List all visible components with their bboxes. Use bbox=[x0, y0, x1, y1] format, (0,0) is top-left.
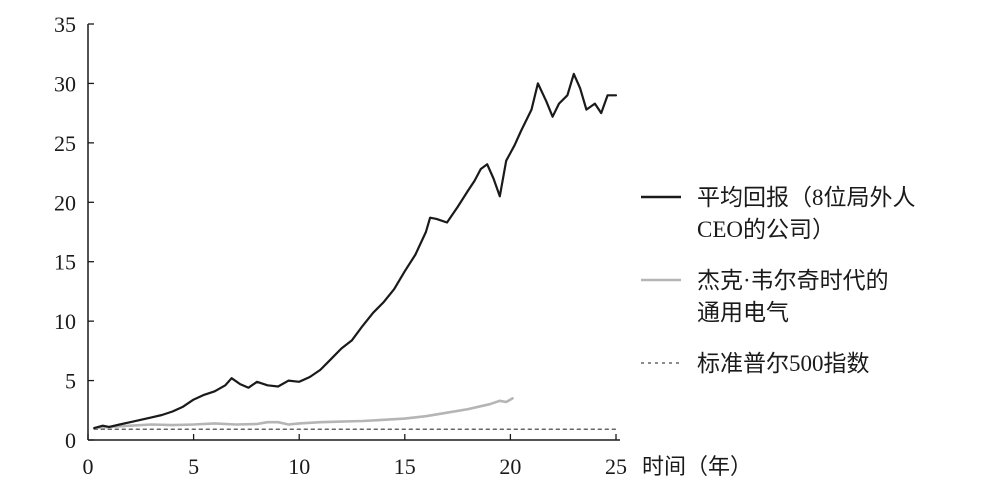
axes: 0 5 10 15 20 25 30 35 0 5 10 15 20 25 时间（年） bbox=[54, 12, 752, 479]
series-line-2 bbox=[93, 397, 514, 430]
y-tick-label: 30 bbox=[54, 71, 76, 96]
x-axis-title: 时间（年） bbox=[642, 454, 752, 479]
x-tick-label: 5 bbox=[188, 454, 199, 479]
x-tick-label: 25 bbox=[605, 454, 627, 479]
legend-label-1: 平均回报（8位局外人 bbox=[697, 185, 916, 210]
x-tick-label: 10 bbox=[288, 454, 310, 479]
y-tick-label: 5 bbox=[65, 369, 76, 394]
y-tick-label: 10 bbox=[54, 309, 76, 334]
series-line-1 bbox=[93, 72, 618, 430]
x-tick-label: 20 bbox=[499, 454, 521, 479]
y-tick-label: 15 bbox=[54, 250, 76, 275]
series-layer bbox=[93, 72, 618, 431]
legend-label-1: CEO的公司） bbox=[697, 217, 835, 242]
y-tick-label: 35 bbox=[54, 12, 76, 37]
y-tick-label: 20 bbox=[54, 190, 76, 215]
x-tick-label: 15 bbox=[394, 454, 416, 479]
y-tick-label: 0 bbox=[65, 428, 76, 453]
legend-label-2: 杰克·韦尔奇时代的 bbox=[697, 268, 889, 293]
legend-label-2: 通用电气 bbox=[697, 300, 789, 325]
x-tick-label: 0 bbox=[83, 454, 94, 479]
legend-label-3: 标准普尔500指数 bbox=[697, 351, 870, 376]
y-tick-label: 25 bbox=[54, 131, 76, 156]
